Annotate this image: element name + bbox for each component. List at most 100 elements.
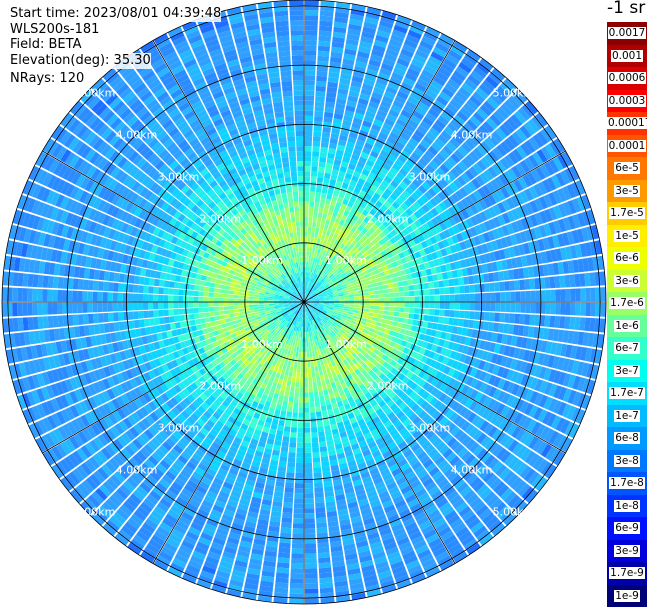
range-gate (304, 292, 307, 298)
range-gate (488, 374, 497, 386)
range-gate (376, 30, 391, 39)
range-gate (101, 501, 115, 515)
range-gate (368, 59, 381, 68)
range-gate (350, 345, 357, 352)
range-gate (304, 548, 317, 554)
range-gate (198, 376, 206, 384)
range-gate (387, 184, 396, 193)
range-gate (299, 306, 302, 312)
range-gate (316, 339, 321, 345)
range-gate (335, 149, 344, 156)
range-gate (349, 438, 358, 446)
range-gate (291, 543, 304, 549)
range-gate (342, 156, 351, 163)
range-gate (258, 320, 264, 325)
range-gate (363, 181, 372, 189)
range-gate (471, 178, 481, 190)
range-gate (475, 504, 489, 517)
range-gate (389, 359, 397, 367)
range-gate (304, 568, 318, 574)
range-gate (133, 423, 144, 435)
range-gate (386, 334, 394, 341)
range-gate (575, 288, 581, 302)
range-gate (392, 355, 400, 362)
range-gate (246, 516, 258, 524)
range-gate (322, 342, 327, 348)
range-gate (362, 328, 369, 334)
range-gate (386, 196, 395, 205)
range-gate (309, 206, 314, 212)
range-gate (415, 106, 427, 116)
range-gate (528, 154, 539, 168)
range-gate (492, 444, 504, 457)
range-gate (132, 489, 145, 501)
range-gate (238, 411, 247, 419)
range-gate (418, 410, 428, 420)
range-gate (362, 120, 372, 128)
range-gate (391, 565, 406, 575)
range-gate (81, 480, 94, 494)
range-gate (473, 403, 483, 414)
range-gate (324, 323, 329, 329)
range-gate (515, 372, 524, 385)
range-gate (408, 285, 415, 291)
range-gate (500, 405, 510, 418)
range-gate (425, 131, 437, 142)
range-gate (445, 409, 455, 419)
range-gate (442, 395, 452, 406)
range-gate (233, 377, 241, 384)
range-gate (428, 281, 435, 289)
range-gate (514, 280, 521, 291)
range-gate (279, 316, 285, 321)
range-gate (349, 299, 355, 302)
range-gate (365, 159, 375, 168)
range-gate (432, 437, 443, 448)
range-gate (432, 322, 439, 330)
range-gate (302, 312, 304, 318)
range-gate (477, 405, 487, 417)
range-gate (236, 508, 248, 516)
range-gate (320, 312, 326, 316)
range-gate (337, 247, 343, 253)
range-gate (127, 542, 142, 555)
range-gate (203, 454, 213, 463)
range-gate (155, 419, 166, 430)
range-gate (106, 388, 116, 400)
range-gate (500, 186, 510, 199)
range-gate (555, 417, 566, 432)
range-gate (480, 140, 492, 153)
range-gate (376, 518, 389, 527)
range-gate (254, 396, 261, 403)
range-gate (275, 372, 281, 379)
range-gate (220, 392, 228, 400)
range-gate (474, 201, 484, 213)
range-gate (354, 144, 363, 152)
range-gate (599, 318, 606, 333)
range-gate (380, 100, 392, 109)
range-gate (346, 327, 352, 332)
range-gate (444, 302, 450, 310)
range-gate (358, 440, 367, 448)
range-gate (390, 445, 400, 455)
range-gate (219, 332, 226, 339)
range-gate (213, 399, 222, 408)
range-gate (254, 325, 261, 330)
range-gate (326, 157, 334, 165)
range-gate (287, 349, 291, 356)
range-gate (318, 306, 324, 310)
range-gate (447, 227, 456, 236)
range-gate (305, 316, 308, 322)
range-gate (342, 365, 348, 372)
range-gate (124, 391, 134, 403)
range-gate (310, 361, 314, 368)
range-gate (338, 405, 346, 412)
range-gate (458, 61, 472, 74)
range-gate (474, 302, 481, 311)
range-gate (439, 373, 448, 383)
range-gate (544, 428, 555, 443)
range-gate (348, 23, 362, 31)
range-gate (316, 217, 322, 224)
range-gate (326, 321, 332, 326)
range-gate (466, 99, 479, 111)
range-gate (339, 518, 351, 526)
